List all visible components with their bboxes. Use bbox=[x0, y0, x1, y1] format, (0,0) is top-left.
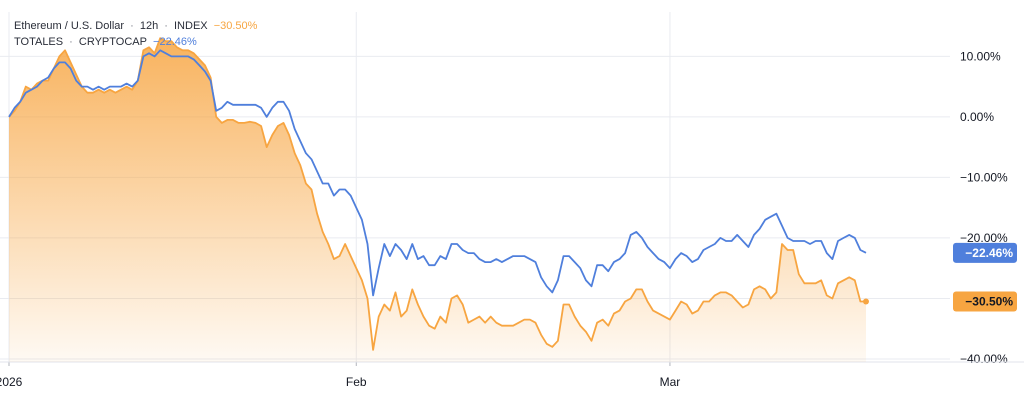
eth-last-point bbox=[862, 298, 869, 305]
totales-last-value-badge: −22.46% bbox=[953, 242, 1017, 263]
legend-separator: · bbox=[69, 36, 73, 48]
legend-totales-change: −22.46% bbox=[153, 36, 197, 48]
eth-last-value-badge-bg bbox=[953, 291, 1017, 312]
legend-totales-source: CRYPTOCAP bbox=[78, 36, 147, 48]
legend-row-totales[interactable]: TOTALES · CRYPTOCAP −22.46% bbox=[14, 34, 260, 50]
legend-eth-name: Ethereum / U.S. Dollar bbox=[14, 20, 125, 32]
y-tick-label: 10.00% bbox=[960, 49, 1001, 63]
eth-last-value-badge-text: −30.50% bbox=[965, 294, 1013, 308]
legend-row-eth[interactable]: Ethereum / U.S. Dollar · 12h · INDEX −30… bbox=[14, 18, 260, 34]
legend-eth-interval: 12h bbox=[139, 20, 159, 32]
x-tick-label: Feb bbox=[346, 375, 367, 389]
legend-eth-change: −30.50% bbox=[213, 20, 258, 32]
totales-last-value-badge-bg bbox=[953, 242, 1017, 263]
eth-series-line bbox=[8, 37, 866, 351]
eth-last-value-badge: −30.50% bbox=[953, 291, 1017, 312]
legend-separator: · bbox=[164, 20, 168, 32]
eth-area-fill bbox=[9, 38, 866, 362]
legend-eth-source: INDEX bbox=[174, 20, 208, 32]
legend-totales-name: TOTALES bbox=[14, 36, 64, 48]
x-tick-label: 2026 bbox=[0, 375, 23, 389]
legend-separator: · bbox=[130, 20, 134, 32]
y-tick-label: −10.00% bbox=[960, 170, 1008, 184]
x-tick-label: Mar bbox=[660, 375, 681, 389]
y-tick-label: −20.00% bbox=[960, 231, 1008, 245]
y-tick-label: 0.00% bbox=[960, 110, 994, 124]
chart-legend: Ethereum / U.S. Dollar · 12h · INDEX −30… bbox=[14, 18, 260, 50]
totales-last-value-badge-text: −22.46% bbox=[965, 246, 1013, 260]
totales-series-line bbox=[8, 49, 867, 297]
y-tick-label: −40.00% bbox=[960, 352, 1008, 366]
